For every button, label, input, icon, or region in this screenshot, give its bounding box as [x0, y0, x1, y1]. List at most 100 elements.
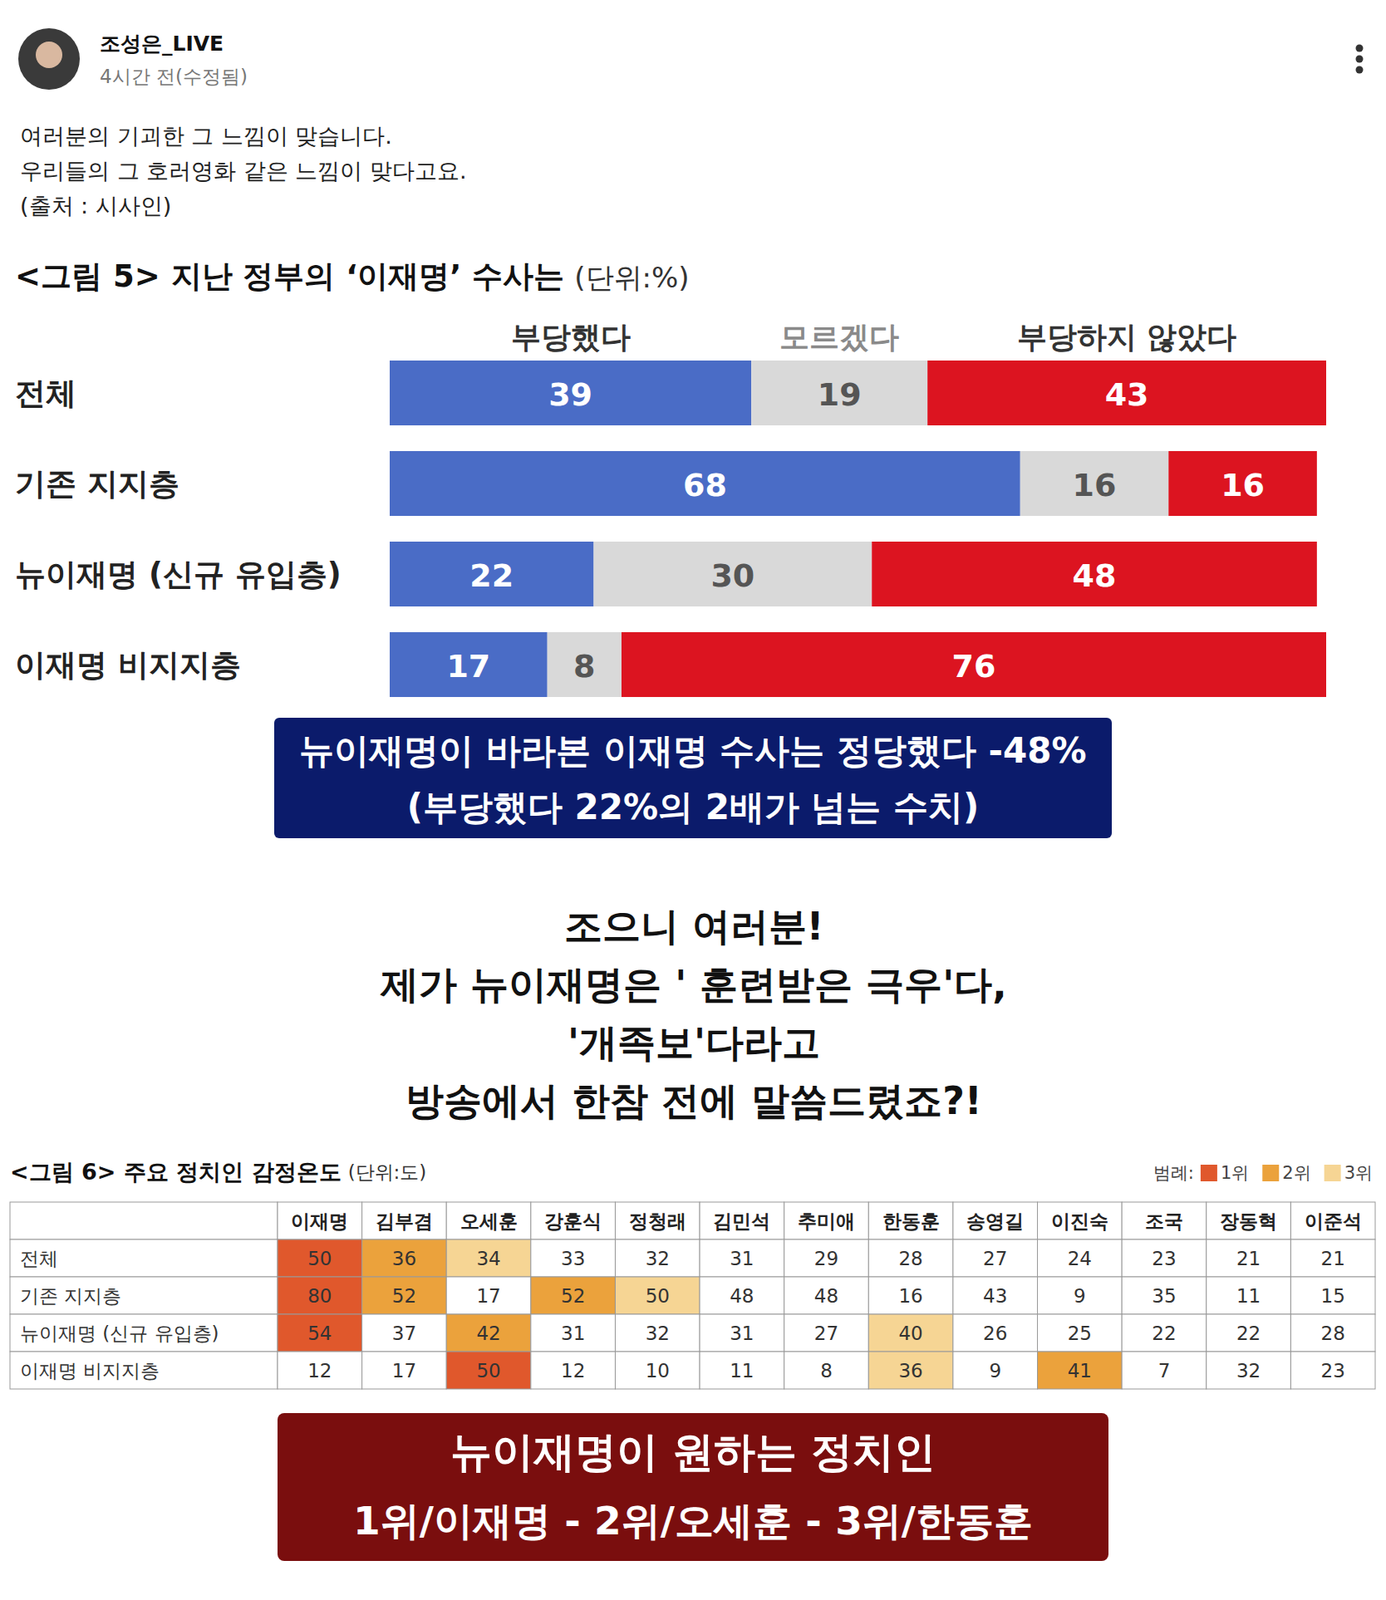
heat-cell: [614, 1239, 700, 1278]
note-text: 뉴이재명이 원하는 정치인: [450, 1428, 937, 1477]
row-label: 뉴이재명 (신규 유입층): [19, 1322, 220, 1345]
row-label: 기존 지지층: [19, 1285, 122, 1308]
header-cell: [277, 1202, 363, 1240]
legend-header: 부당했다: [511, 319, 631, 354]
heat-cell: [953, 1277, 1038, 1315]
cell-label: 50: [307, 1248, 332, 1270]
data-label: 43: [1105, 376, 1150, 413]
heat-cell: [362, 1239, 448, 1278]
data-label: 19: [817, 376, 862, 413]
cell-label: 12: [560, 1360, 585, 1382]
cell-label: 21: [1236, 1248, 1261, 1270]
comment-text: '개족보'다라고: [567, 1020, 821, 1066]
header-cell: [1206, 1202, 1292, 1240]
heat-cell: [277, 1239, 363, 1278]
heat-cell: [784, 1277, 870, 1315]
avatar-face: [35, 41, 63, 69]
post-header: 조성은_LIVE 4시간 전(수정됨) 여러분의 기괴한 그 느낌이 맞습니다. 우리…: [18, 28, 1364, 219]
cell-label: 9: [988, 1360, 1002, 1382]
heat-cell: [530, 1351, 616, 1390]
heat-cell: [614, 1314, 700, 1352]
column-header: 강훈식: [544, 1210, 602, 1233]
cell-label: 43: [982, 1285, 1008, 1308]
bar-segment: [547, 632, 622, 698]
data-label: 39: [548, 376, 593, 413]
chart-subtitle: (단위:도): [348, 1161, 428, 1184]
header-cell: [614, 1202, 700, 1240]
post-text: 우리들의 그 호러영화 같은 느낌이 맞다고요.: [19, 157, 467, 184]
row-label: 전체: [19, 1248, 59, 1270]
legend: 범례:1위2위3위: [1153, 1163, 1373, 1184]
data-label: 22: [469, 557, 514, 595]
note-text: 뉴이재명이 바라본 이재명 수사는 정당했다 -48%: [299, 730, 1087, 772]
avatar[interactable]: [18, 28, 80, 90]
heat-cell: [1121, 1351, 1207, 1390]
author-name: 조성은_LIVE: [99, 31, 224, 56]
cell-label: 33: [560, 1248, 585, 1270]
column-header: 추미애: [797, 1210, 856, 1233]
row-label: 뉴이재명 (신규 유입층): [14, 556, 342, 593]
header-cell: [530, 1202, 616, 1240]
bar-segment: [1168, 451, 1318, 517]
heat-cell: [1121, 1239, 1207, 1278]
cell-label: 37: [392, 1322, 417, 1345]
bars: [389, 360, 1327, 698]
cell-label: 11: [729, 1360, 754, 1382]
heat-cell: [277, 1314, 363, 1352]
cell-label: 32: [645, 1322, 670, 1345]
data-label: 48: [1072, 557, 1117, 595]
cell-label: 22: [1151, 1322, 1176, 1345]
note-chart5: 뉴이재명이 바라본 이재명 수사는 정당했다 -48%(부당했다 22%의 2배…: [274, 717, 1112, 839]
legend-header: 모르겠다: [779, 319, 900, 354]
data-label: 16: [1220, 466, 1265, 504]
row-label: 이재명 비지지층: [14, 647, 241, 684]
heat-cell: [277, 1351, 363, 1390]
data-label: 17: [446, 648, 491, 685]
heat-cell: [699, 1239, 785, 1278]
cell-label: 50: [645, 1285, 670, 1308]
heat-cell: [1206, 1239, 1292, 1278]
cell-label: 17: [476, 1285, 501, 1308]
cell-label: 7: [1158, 1360, 1171, 1382]
column-header: 조국: [1145, 1210, 1184, 1233]
cell-label: 23: [1321, 1360, 1346, 1382]
legend-label: 1위: [1220, 1163, 1249, 1184]
heat-cell: [362, 1277, 448, 1315]
cell-label: 9: [1073, 1285, 1087, 1308]
heat-cell: [530, 1314, 616, 1352]
row-label: 이재명 비지지층: [19, 1360, 160, 1382]
legend-swatch: [1200, 1164, 1218, 1182]
heat-cell: [953, 1239, 1038, 1278]
column-header: 김민석: [712, 1210, 771, 1233]
menu-dot[interactable]: [1356, 44, 1364, 53]
cell-label: 36: [392, 1248, 417, 1270]
legend-label: 3위: [1344, 1163, 1373, 1184]
heat-cell: [699, 1314, 785, 1352]
comment-text: 제가 뉴이재명은 ' 훈련받은 극우'다,: [379, 962, 1008, 1008]
heat-cell: [1206, 1277, 1292, 1315]
header-cell: [699, 1202, 785, 1240]
column-header: 정청래: [629, 1210, 687, 1233]
comment-text: 방송에서 한참 전에 말씀드렸죠?!: [405, 1078, 983, 1124]
post-text: 여러분의 기괴한 그 느낌이 맞습니다.: [19, 122, 393, 149]
cell-label: 29: [814, 1248, 839, 1270]
cell-label: 26: [982, 1322, 1008, 1345]
cell-label: 21: [1321, 1248, 1346, 1270]
chart-title: <그림 5> 지난 정부의 ‘이재명’ 수사는: [14, 258, 565, 295]
data-label: 68: [683, 466, 728, 504]
heat-cell: [277, 1277, 363, 1315]
cell-label: 12: [307, 1360, 332, 1382]
heat-cell: [868, 1314, 954, 1352]
column-header: 장동혁: [1219, 1210, 1278, 1233]
cell-label: 54: [307, 1322, 332, 1345]
heat-cell: [614, 1351, 700, 1390]
heat-cell: [1037, 1239, 1123, 1278]
post-time: 4시간 전(수정됨): [99, 65, 248, 88]
menu-dot[interactable]: [1356, 55, 1364, 64]
bar-segment: [927, 360, 1327, 426]
bar-segment: [621, 632, 1327, 698]
background: [0, 0, 1386, 1600]
menu-dot[interactable]: [1356, 66, 1364, 74]
heat-cell: [1206, 1351, 1292, 1390]
legend-header: 부당하지 않았다: [1017, 319, 1238, 354]
